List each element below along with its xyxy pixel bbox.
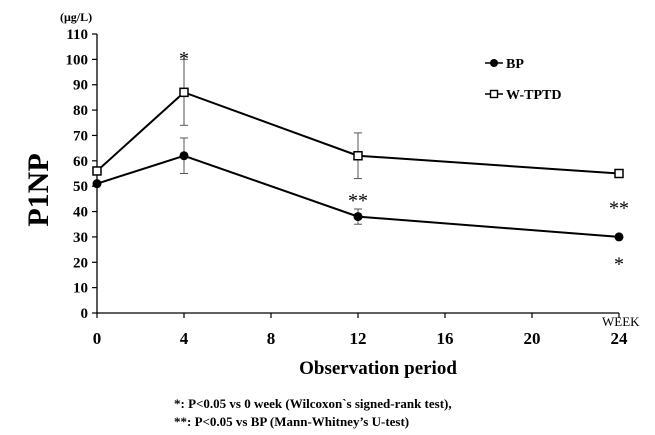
legend-item-bp: BP [485, 57, 524, 72]
footnote-mann-whitney: **: P<0.05 vs BP (Mann-Whitney’s U-test) [174, 414, 410, 429]
x-tick-label: 20 [524, 329, 541, 348]
significance-marker: ** [609, 197, 629, 219]
footnote-wilcoxon: *: P<0.05 vs 0 week (Wilcoxon`s signed-r… [174, 396, 452, 411]
x-axis-title: Observation period [299, 358, 457, 379]
y-tick-label: 100 [66, 52, 89, 68]
series-markers [92, 87, 624, 242]
series-lines [96, 91, 620, 238]
x-tick-label: 4 [180, 329, 189, 348]
series-line-w-tptd [96, 91, 620, 175]
y-axis-title: P1NP [22, 153, 55, 226]
data-point-bp [614, 232, 624, 242]
data-point-w-tptd [92, 166, 102, 176]
significance-marker: ** [348, 190, 368, 212]
legend: BP W-TPTD [485, 57, 561, 103]
legend-marker-bp [490, 59, 498, 67]
data-point-bp [353, 212, 363, 222]
y-ticks: 0 10 20 30 40 50 60 70 80 90 100 110 [66, 27, 97, 322]
y-tick-label: 20 [73, 255, 88, 271]
legend-marker-w-tptd [489, 89, 499, 99]
data-point-w-tptd [179, 87, 189, 98]
data-point-w-tptd [353, 150, 363, 161]
legend-label-bp: BP [506, 57, 524, 72]
series-line-bp [96, 154, 620, 238]
y-tick-label: 110 [66, 27, 88, 43]
error-bars [180, 58, 362, 225]
y-tick-label: 70 [73, 128, 88, 144]
x-unit-label: WEEK [602, 314, 640, 329]
data-point-bp [179, 151, 189, 161]
y-tick-label: 40 [73, 205, 88, 221]
x-ticks: 0 4 8 12 16 20 24 [93, 313, 628, 348]
y-tick-label: 30 [73, 230, 88, 246]
y-tick-label: 90 [73, 78, 88, 94]
y-unit-label: (μg/L) [60, 10, 92, 24]
y-tick-label: 60 [73, 154, 88, 170]
data-point-bp [92, 179, 102, 189]
y-tick-label: 80 [73, 103, 88, 119]
y-tick-label: 50 [73, 179, 88, 195]
x-tick-label: 0 [93, 329, 102, 348]
y-tick-label: 0 [81, 306, 89, 322]
x-tick-label: 12 [350, 329, 367, 348]
x-tick-label: 8 [267, 329, 276, 348]
legend-label-w-tptd: W-TPTD [506, 88, 561, 103]
y-tick-label: 10 [73, 281, 88, 297]
significance-marker: * [179, 48, 189, 70]
legend-item-w-tptd: W-TPTD [485, 88, 561, 103]
data-point-w-tptd [614, 168, 624, 179]
significance-annotations: *** *** [179, 48, 629, 275]
x-tick-label: 24 [611, 329, 629, 348]
significance-marker: * [614, 253, 624, 275]
x-tick-label: 16 [437, 329, 454, 348]
